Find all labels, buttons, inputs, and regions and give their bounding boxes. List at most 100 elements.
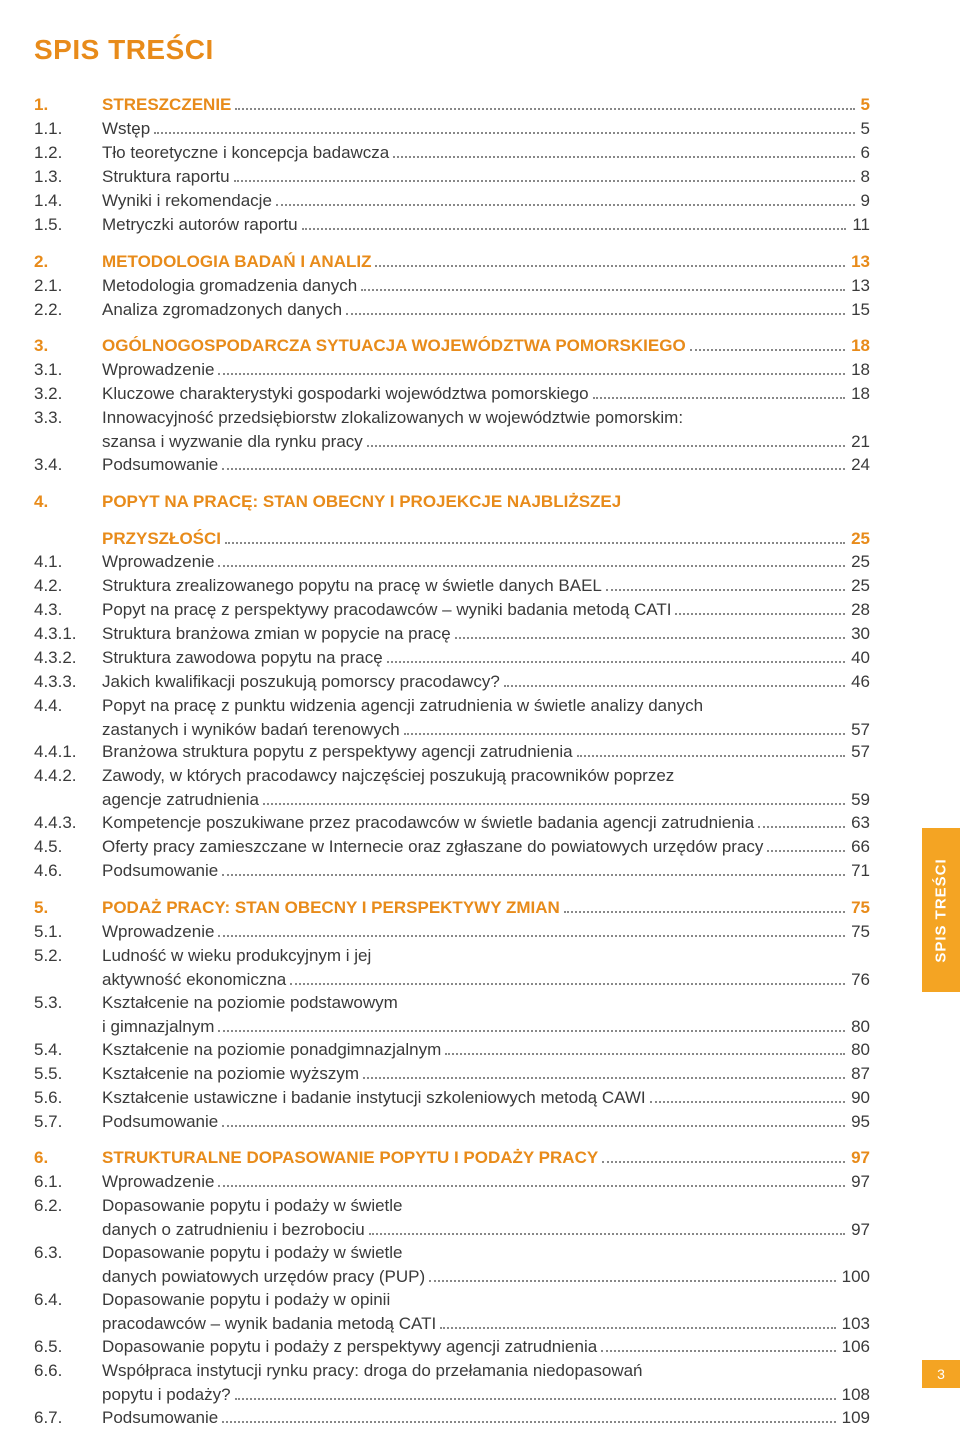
toc-label-wrap: Strukturalne dopasowanie popytu i podaży…: [102, 1147, 870, 1170]
toc-number: 3.1.: [34, 359, 102, 382]
toc-number: 4.4.1.: [34, 741, 102, 764]
toc-leader: [218, 923, 845, 937]
toc-label-cont: popytu i podaży?: [102, 1384, 231, 1407]
toc-number: 4.3.1.: [34, 623, 102, 646]
toc-page: 18: [851, 383, 870, 406]
toc-page: 76: [851, 969, 870, 992]
toc-number: 1.: [34, 94, 102, 117]
toc-number: 3.: [34, 335, 102, 358]
toc-page: 13: [851, 275, 870, 298]
toc-label-cont: aktywność ekonomiczna: [102, 969, 286, 992]
toc-leader: [758, 814, 845, 828]
table-of-contents: 1.Streszczenie51.1.Wstęp51.2.Tło teorety…: [34, 94, 870, 1430]
toc-label: Metodologia badań i analiz: [102, 251, 371, 274]
toc-leader: [455, 624, 845, 638]
toc-number: 4.5.: [34, 836, 102, 859]
toc-entry-row: 4.3.Popyt na pracę z perspektywy pracoda…: [34, 599, 870, 622]
toc-entry-row: 6.2.Dopasowanie popytu i podaży w świetl…: [34, 1195, 870, 1218]
toc-label: Wprowadzenie: [102, 921, 214, 944]
toc-label-wrap: Analiza zgromadzonych danych15: [102, 299, 870, 322]
toc-number: 4.6.: [34, 860, 102, 883]
toc-label-wrap: Wstęp5: [102, 118, 870, 141]
toc-label: Popyt na pracę z perspektywy pracodawców…: [102, 599, 671, 622]
toc-label-cont: i gimnazjalnym: [102, 1016, 214, 1039]
toc-leader: [593, 385, 845, 399]
toc-leader: [690, 337, 845, 351]
toc-number: 6.6.: [34, 1360, 102, 1383]
toc-label-wrap: Metryczki autorów raportu11: [102, 214, 870, 237]
toc-leader: [367, 433, 845, 447]
page-content: SPIS TREŚCI 1.Streszczenie51.1.Wstęp51.2…: [0, 0, 920, 1430]
toc-page: 75: [851, 897, 870, 920]
toc-number: 1.1.: [34, 118, 102, 141]
toc-label-wrap: Struktura raportu8: [102, 166, 870, 189]
toc-label-wrap: Podaż pracy: stan obecny i perspektywy z…: [102, 897, 870, 920]
toc-entry-row: 4.6.Podsumowanie71: [34, 860, 870, 883]
toc-number: 4.: [34, 491, 102, 514]
toc-entry-row: 5.5.Kształcenie na poziomie wyższym87: [34, 1063, 870, 1086]
toc-label: Struktura zawodowa popytu na pracę: [102, 647, 383, 670]
toc-page: 25: [851, 528, 870, 551]
toc-label: Popyt na pracę z punktu widzenia agencji…: [102, 695, 703, 718]
toc-label-wrap: Podsumowanie71: [102, 860, 870, 883]
toc-continuation-row: danych powiatowych urzędów pracy (PUP)10…: [34, 1266, 870, 1289]
toc-number: 3.4.: [34, 454, 102, 477]
toc-number: 5.3.: [34, 992, 102, 1015]
toc-number: 2.2.: [34, 299, 102, 322]
toc-label-wrap: Podsumowanie24: [102, 454, 870, 477]
toc-label: Oferty pracy zamieszczane w Internecie o…: [102, 836, 763, 859]
toc-label-cont: pracodawców – wynik badania metodą CATI: [102, 1313, 436, 1336]
toc-label-wrap: Wprowadzenie18: [102, 359, 870, 382]
toc-leader: [276, 191, 855, 205]
toc-entry-row: 6.1.Wprowadzenie97: [34, 1171, 870, 1194]
toc-continuation-row: popytu i podaży?108: [34, 1384, 870, 1407]
toc-number: 6.2.: [34, 1195, 102, 1218]
toc-label: Wprowadzenie: [102, 1171, 214, 1194]
toc-leader: [302, 215, 847, 229]
toc-leader: [440, 1315, 835, 1329]
toc-page: 63: [851, 812, 870, 835]
toc-page: 80: [851, 1016, 870, 1039]
toc-label-wrap: Ludność w wieku produkcyjnym i jej: [102, 945, 870, 968]
toc-label-wrap: Popyt na pracę: stan obecny i projekcje …: [102, 491, 870, 514]
toc-continuation-row: agencje zatrudnienia59: [34, 789, 870, 812]
toc-label-wrap: Wprowadzenie97: [102, 1171, 870, 1194]
toc-leader: [222, 456, 845, 470]
toc-page: 5: [861, 94, 870, 117]
toc-label-wrap: Tło teoretyczne i koncepcja badawcza6: [102, 142, 870, 165]
toc-page: 57: [851, 741, 870, 764]
toc-label: Branżowa struktura popytu z perspektywy …: [102, 741, 573, 764]
toc-number: 1.5.: [34, 214, 102, 237]
toc-page: 25: [851, 575, 870, 598]
toc-page: 97: [851, 1147, 870, 1170]
toc-label-wrap: Kształcenie na poziomie ponadgimnazjalny…: [102, 1039, 870, 1062]
toc-number: 2.: [34, 251, 102, 274]
toc-number: 3.2.: [34, 383, 102, 406]
toc-entry-row: 5.1.Wprowadzenie75: [34, 921, 870, 944]
toc-label: Zawody, w których pracodawcy najczęściej…: [102, 765, 674, 788]
toc-entry-row: 5.3.Kształcenie na poziomie podstawowym: [34, 992, 870, 1015]
toc-leader: [361, 276, 845, 290]
toc-number: 5.5.: [34, 1063, 102, 1086]
toc-page: 6: [861, 142, 870, 165]
toc-label-wrap: Oferty pracy zamieszczane w Internecie o…: [102, 836, 870, 859]
page-title: SPIS TREŚCI: [34, 34, 870, 66]
toc-page: 66: [851, 836, 870, 859]
toc-leader: [606, 576, 845, 590]
toc-number: 4.3.3.: [34, 671, 102, 694]
toc-label: Podaż pracy: stan obecny i perspektywy z…: [102, 897, 560, 920]
toc-number: 5.: [34, 897, 102, 920]
toc-number: 4.4.: [34, 695, 102, 718]
toc-number: 1.2.: [34, 142, 102, 165]
toc-number: 6.1.: [34, 1171, 102, 1194]
toc-entry-row: 6.7.Podsumowanie109: [34, 1407, 870, 1430]
toc-page: 13: [851, 251, 870, 274]
toc-number: 4.3.: [34, 599, 102, 622]
toc-label-wrap: Dopasowanie popytu i podaży w świetle: [102, 1195, 870, 1218]
toc-label-wrap: Metodologia badań i analiz 13: [102, 251, 870, 274]
toc-entry-row: 6.3.Dopasowanie popytu i podaży w świetl…: [34, 1242, 870, 1265]
toc-leader: [235, 96, 854, 110]
toc-label-wrap: Innowacyjność przedsiębiorstw zlokalizow…: [102, 407, 870, 430]
toc-number: 1.3.: [34, 166, 102, 189]
toc-label-wrap: Wprowadzenie75: [102, 921, 870, 944]
